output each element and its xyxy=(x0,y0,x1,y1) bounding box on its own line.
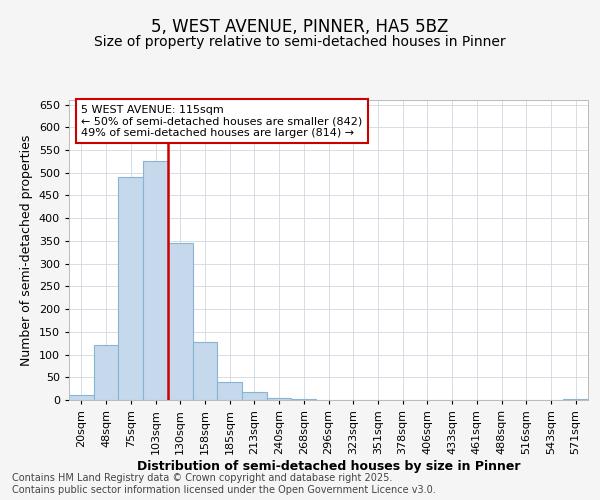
Bar xyxy=(242,392,267,400)
Text: Contains HM Land Registry data © Crown copyright and database right 2025.
Contai: Contains HM Land Registry data © Crown c… xyxy=(12,474,436,495)
Bar xyxy=(168,243,193,400)
Bar xyxy=(217,382,242,400)
Bar xyxy=(69,396,94,400)
Bar xyxy=(94,346,118,400)
Y-axis label: Number of semi-detached properties: Number of semi-detached properties xyxy=(20,134,33,366)
Bar xyxy=(143,162,168,400)
Bar xyxy=(193,342,217,400)
Text: 5 WEST AVENUE: 115sqm
← 50% of semi-detached houses are smaller (842)
49% of sem: 5 WEST AVENUE: 115sqm ← 50% of semi-deta… xyxy=(82,104,362,138)
Bar xyxy=(292,398,316,400)
Bar xyxy=(563,399,588,400)
Text: 5, WEST AVENUE, PINNER, HA5 5BZ: 5, WEST AVENUE, PINNER, HA5 5BZ xyxy=(151,18,449,36)
Bar xyxy=(118,178,143,400)
X-axis label: Distribution of semi-detached houses by size in Pinner: Distribution of semi-detached houses by … xyxy=(137,460,520,472)
Bar xyxy=(267,398,292,400)
Text: Size of property relative to semi-detached houses in Pinner: Size of property relative to semi-detach… xyxy=(94,35,506,49)
